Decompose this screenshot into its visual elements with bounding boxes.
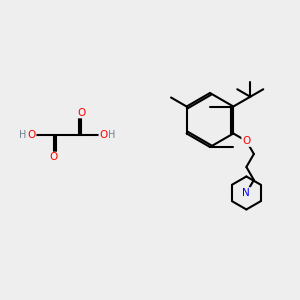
Text: O: O bbox=[242, 136, 250, 146]
Text: O: O bbox=[77, 107, 85, 118]
Text: O: O bbox=[50, 152, 58, 163]
Text: O: O bbox=[27, 130, 36, 140]
Text: H: H bbox=[108, 130, 116, 140]
Text: H: H bbox=[20, 130, 27, 140]
Text: N: N bbox=[242, 188, 250, 198]
Text: O: O bbox=[99, 130, 108, 140]
